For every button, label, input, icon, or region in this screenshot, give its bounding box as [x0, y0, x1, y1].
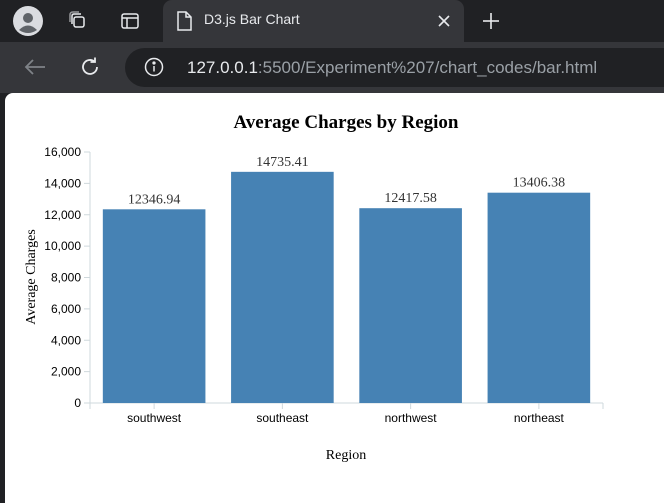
back-arrow-icon[interactable]	[19, 51, 51, 83]
active-tab[interactable]: D3.js Bar Chart	[163, 0, 464, 42]
y-tick-label: 16,000	[44, 145, 81, 159]
bar-northeast	[487, 192, 591, 403]
y-tick-label: 8,000	[51, 271, 81, 285]
data-label: 13406.38	[513, 176, 566, 191]
x-axis: southwest southeast northwest northeast	[89, 402, 604, 425]
data-label: 14735.41	[256, 155, 309, 170]
bar-southwest	[102, 209, 206, 403]
y-tick-label: 4,000	[51, 333, 81, 347]
page-viewport: Average Charges by Region 0 2,000 4,000 6,0…	[5, 93, 664, 503]
tab-strip: D3.js Bar Chart	[0, 0, 664, 42]
x-tick-label: southeast	[256, 411, 309, 425]
y-axis: 0 2,000 4,000 6,000 8,000 10,000 12,000 14,000 1…	[44, 145, 91, 410]
y-axis-title: Average Charges	[24, 229, 39, 325]
close-icon[interactable]	[434, 11, 454, 31]
x-tick-label: northwest	[385, 411, 438, 425]
url-host: 127.0.0.1	[187, 58, 258, 77]
data-label: 12417.58	[384, 191, 437, 206]
bars	[102, 171, 591, 403]
data-labels: 12346.94 14735.41 12417.58 13406.38	[128, 155, 565, 207]
data-label: 12346.94	[128, 192, 181, 207]
x-tick-label: southwest	[127, 411, 182, 425]
page-icon	[176, 11, 192, 36]
reload-icon[interactable]	[74, 51, 106, 83]
y-tick-label: 6,000	[51, 302, 81, 316]
y-tick-label: 0	[74, 396, 81, 410]
tab-actions-icon[interactable]	[114, 5, 146, 37]
url-path: :5500/Experiment%207/chart_codes/bar.htm…	[257, 58, 598, 77]
url-text: 127.0.0.1:5500/Experiment%207/chart_code…	[187, 58, 597, 78]
y-tick-label: 2,000	[51, 365, 81, 379]
workspaces-icon[interactable]	[62, 5, 94, 37]
plus-icon[interactable]	[475, 5, 507, 37]
bar-southeast	[231, 171, 334, 403]
info-icon[interactable]	[144, 57, 164, 82]
profile-icon[interactable]	[12, 5, 44, 37]
y-tick-label: 12,000	[44, 208, 81, 222]
address-bar[interactable]: 127.0.0.1:5500/Experiment%207/chart_code…	[125, 48, 664, 87]
bar-northwest	[359, 208, 462, 403]
x-axis-title: Region	[326, 448, 366, 463]
x-tick-label: northeast	[514, 411, 565, 425]
bar-chart: Average Charges by Region 0 2,000 4,000 6,0…	[24, 112, 604, 463]
y-tick-label: 10,000	[44, 239, 81, 253]
y-tick-label: 14,000	[44, 176, 81, 190]
tab-title: D3.js Bar Chart	[204, 11, 300, 27]
chart-title: Average Charges by Region	[234, 112, 459, 133]
browser-toolbar: 127.0.0.1:5500/Experiment%207/chart_code…	[0, 42, 664, 93]
